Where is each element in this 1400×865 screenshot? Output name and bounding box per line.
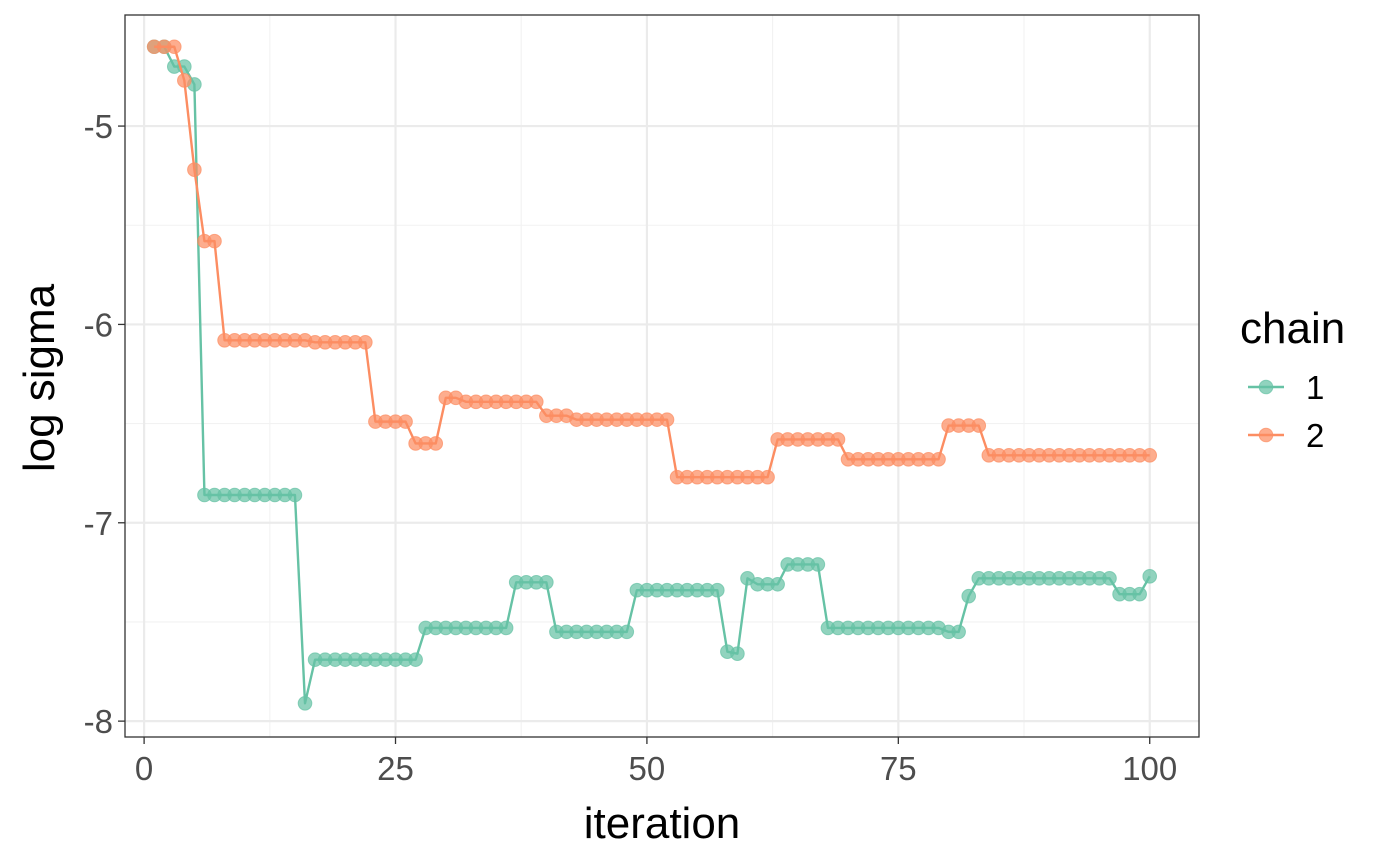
data-point <box>810 557 826 572</box>
data-point <box>529 394 544 410</box>
data-point <box>398 414 413 429</box>
legend-entries: 12 <box>1248 369 1324 454</box>
y-tick-label: -7 <box>84 505 113 542</box>
data-point <box>931 452 946 467</box>
data-point <box>358 334 373 350</box>
x-tick-label: 100 <box>1122 750 1177 787</box>
data-point <box>1102 571 1117 586</box>
data-point <box>760 469 775 485</box>
panel-border <box>124 14 1200 738</box>
data-point <box>619 624 635 640</box>
data-point <box>830 432 846 447</box>
data-point <box>177 73 192 88</box>
grid-major <box>125 15 1199 737</box>
y-tick-label: -5 <box>84 108 113 145</box>
data-point <box>207 233 222 249</box>
data-point <box>166 39 182 55</box>
y-tick-label: -8 <box>84 703 113 740</box>
data-point <box>770 576 785 592</box>
data-point <box>971 418 987 433</box>
data-point <box>498 620 514 636</box>
legend-entry-2: 2 <box>1248 417 1324 454</box>
data-point <box>187 162 202 178</box>
tick-labels: 0 25 50 75 100 -8 -7 -6 -5 <box>84 108 1178 787</box>
legend-label: 2 <box>1306 417 1324 454</box>
legend-title: chain <box>1240 304 1345 353</box>
legend-entry-1: 1 <box>1248 369 1324 406</box>
x-tick-label: 75 <box>880 750 917 787</box>
data-point <box>408 652 423 667</box>
legend-label: 1 <box>1306 369 1324 406</box>
x-axis-title: iteration <box>584 799 741 848</box>
data-point <box>1142 448 1158 463</box>
x-tick-label: 50 <box>629 750 666 787</box>
data-point <box>961 588 977 604</box>
data-point <box>730 646 745 661</box>
data-point <box>428 436 444 451</box>
data-point <box>659 412 675 427</box>
data-point <box>1142 569 1158 584</box>
data-point <box>539 574 554 590</box>
data-point <box>1132 586 1147 602</box>
data-point <box>951 624 966 640</box>
y-tick-label: -6 <box>84 306 113 343</box>
legend: chain 12 <box>1240 304 1345 454</box>
series-layer <box>146 39 1158 711</box>
series-2 <box>146 39 1158 485</box>
legend-key-point <box>1258 427 1274 443</box>
x-tick-label: 0 <box>135 750 153 787</box>
legend-key-point <box>1258 379 1274 395</box>
x-tick-label: 25 <box>377 750 414 787</box>
axis-ticks <box>118 125 1151 744</box>
data-point <box>710 582 725 598</box>
series-1 <box>146 39 1158 711</box>
y-axis-title: log sigma <box>15 283 64 472</box>
data-point <box>287 487 303 503</box>
data-point <box>297 695 313 711</box>
